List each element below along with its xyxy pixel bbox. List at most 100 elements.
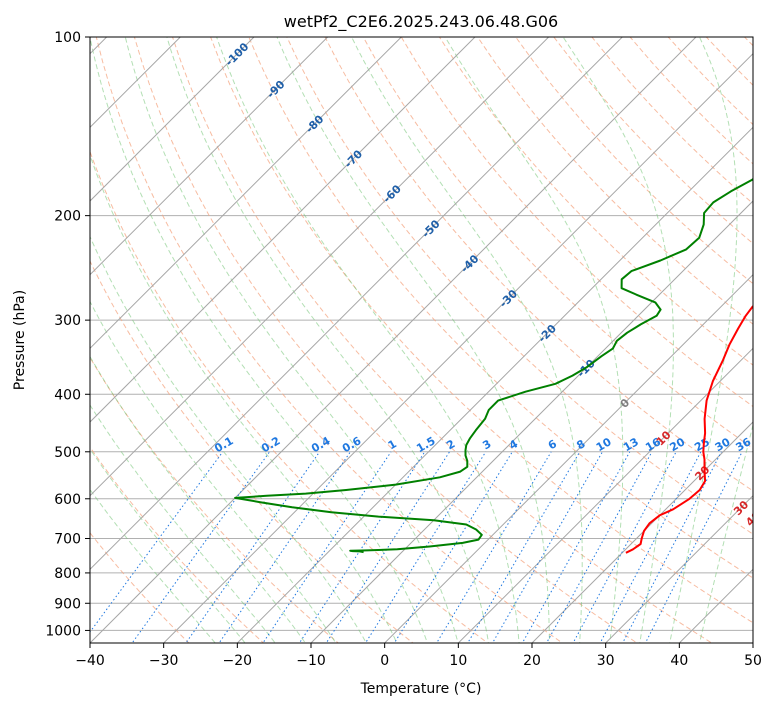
- moist-adiabat: [90, 37, 429, 643]
- y-axis-label: Pressure (hPa): [12, 290, 28, 390]
- dry-adiabat: [591, 37, 753, 205]
- y-tick-label: 900: [54, 596, 81, 612]
- dry-adiabat: [667, 37, 753, 126]
- isotherm-line: [90, 37, 329, 276]
- mixing-ratio-label: 3: [480, 437, 493, 452]
- isotherm-line: [90, 37, 403, 350]
- mixing-ratio-line: [467, 451, 581, 643]
- x-axis-label: Temperature (°C): [360, 681, 482, 697]
- y-tick-label: 1000: [45, 623, 81, 639]
- x-tick-label: −20: [223, 653, 253, 669]
- isotherm-line: [531, 421, 753, 643]
- pressure-gridlines: [90, 37, 753, 631]
- dry-adiabat: [90, 532, 190, 643]
- mixing-ratio-line: [185, 451, 320, 643]
- isotherm-line: [90, 37, 255, 202]
- dry-adiabat: [324, 37, 753, 492]
- mixing-ratio-lines: [90, 451, 743, 643]
- y-tick-label: 100: [54, 30, 81, 46]
- isotherm-line: [90, 37, 182, 129]
- isotherm-label: -70: [342, 147, 365, 170]
- isotherm-label: 0: [618, 396, 633, 411]
- isotherm-line: [162, 52, 753, 643]
- dry-adiabat: [95, 37, 564, 643]
- dry-adiabat: [210, 37, 753, 624]
- mixing-ratio-label: 2: [444, 437, 457, 452]
- dry-adiabat: [362, 37, 753, 450]
- isotherm-line: [90, 37, 550, 497]
- dry-adiabat: [90, 446, 265, 643]
- x-tick-label: 30: [597, 653, 615, 669]
- y-tick-label: 400: [54, 387, 81, 403]
- x-tick-label: 20: [523, 653, 541, 669]
- isotherm-line: [604, 494, 753, 643]
- mixing-ratio-line: [491, 451, 603, 643]
- moist-adiabat: [90, 488, 216, 643]
- dry-adiabats: [90, 37, 753, 643]
- moist-adiabat: [669, 37, 738, 643]
- isotherm-line: [678, 568, 753, 643]
- isotherm-line: [383, 273, 753, 643]
- dry-adiabat: [400, 37, 753, 408]
- moist-adiabat: [351, 37, 583, 643]
- plot-frame: [89, 36, 754, 644]
- dry-adiabat: [90, 259, 414, 643]
- dry-adiabat: [515, 37, 753, 285]
- dry-adiabat: [438, 37, 753, 366]
- moist-adiabat: [90, 355, 307, 643]
- moist-adiabat: [90, 235, 367, 643]
- y-tick-label: 500: [54, 445, 81, 461]
- dry-adiabat: [477, 37, 753, 325]
- mixing-ratio-line: [545, 451, 653, 643]
- mixing-ratio-line: [131, 451, 271, 643]
- mixing-ratio-line: [599, 451, 702, 643]
- x-axis-ticks: −40 −30 −20 −10 0 10 20 30 40 50: [75, 643, 762, 669]
- moist-adiabat: [90, 404, 276, 643]
- mixing-ratio-label: 8: [574, 437, 587, 452]
- isotherm-line: [90, 37, 697, 643]
- moist-adiabat: [562, 37, 674, 643]
- sounding-series: [234, 177, 753, 554]
- moist-adiabat: [444, 37, 624, 643]
- mixing-ratio-line: [262, 451, 392, 643]
- mixing-ratio-line: [90, 451, 224, 633]
- dry-adiabat: [286, 37, 753, 535]
- moist-adiabat: [90, 153, 398, 643]
- isotherm-line: [90, 37, 476, 423]
- moist-adiabat: [216, 37, 520, 643]
- isotherm-line: [236, 126, 753, 643]
- mixing-ratio-line: [644, 451, 743, 643]
- mixing-ratio-label: 1: [386, 437, 399, 452]
- mixing-ratio-line: [218, 451, 351, 643]
- chart-title: wetPf2_C2E6.2025.243.06.48.G06: [284, 12, 558, 32]
- isotherm-line: [90, 37, 624, 571]
- moist-adiabats: [90, 37, 753, 643]
- mixing-ratio-line: [325, 451, 450, 643]
- mixing-ratio-line: [572, 451, 677, 643]
- moist-adiabat: [699, 422, 753, 643]
- x-tick-label: 50: [744, 653, 762, 669]
- x-tick-label: 40: [670, 653, 688, 669]
- moist-adiabat: [90, 300, 337, 643]
- isotherm-line: [457, 347, 753, 643]
- mixing-ratio-line: [622, 451, 722, 643]
- isotherm-line: [310, 200, 753, 643]
- dry-adiabat: [90, 150, 489, 643]
- x-tick-label: −30: [149, 653, 179, 669]
- mixing-ratio-label: 36: [733, 435, 753, 454]
- moist-adiabat: [276, 37, 550, 643]
- dry-adiabat: [744, 37, 753, 47]
- dry-adiabat: [90, 356, 339, 643]
- y-tick-label: 700: [54, 532, 81, 548]
- moist-adiabat: [166, 37, 490, 643]
- dry-adiabat: [172, 37, 713, 643]
- x-tick-label: 10: [449, 653, 467, 669]
- x-tick-label: −10: [296, 653, 326, 669]
- dewpoint-profile: [234, 177, 753, 554]
- x-tick-label: −40: [75, 653, 105, 669]
- isotherm-label: -90: [264, 78, 287, 101]
- dry-adiabat: [133, 37, 638, 643]
- dry-adiabat: [248, 37, 753, 579]
- x-tick-label: 0: [380, 653, 389, 669]
